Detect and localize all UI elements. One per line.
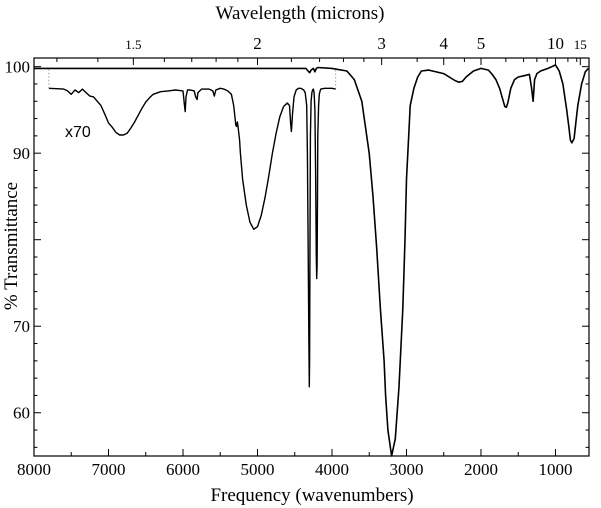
top-tick-label: 4 [439, 34, 448, 53]
x-tick-label: 4000 [315, 460, 349, 479]
x-tick-label: 3000 [389, 460, 423, 479]
magnified-spectrum-line [48, 87, 336, 388]
tick-marks [33, 58, 589, 456]
top-tick-label: 3 [377, 34, 386, 53]
main-spectrum-line [34, 64, 589, 457]
top-tick-label: 5 [477, 34, 486, 53]
x-tick-labels: 8000 7000 6000 5000 4000 3000 2000 1000 [17, 460, 572, 479]
series-layer [34, 64, 589, 457]
top-tick-label: 2 [253, 34, 262, 53]
x-tick-label: 8000 [17, 460, 51, 479]
y-tick-label: 70 [13, 317, 30, 336]
x-tick-label: 2000 [464, 460, 498, 479]
y-tick-labels: 60 70 90 100 [5, 58, 31, 423]
top-wavelength-tick-labels: 1.5 2 3 4 5 10 15 [125, 34, 587, 53]
x-tick-label: 1000 [538, 460, 572, 479]
magnification-annotation: x70 [65, 124, 91, 141]
x-tick-label: 5000 [240, 460, 274, 479]
y-tick-label: 90 [13, 144, 30, 163]
x-tick-label: 6000 [166, 460, 200, 479]
y-tick-label: 60 [13, 404, 30, 423]
top-tick-label: 1.5 [125, 37, 141, 52]
plot-frame [33, 57, 590, 457]
y-tick-label: 100 [5, 58, 31, 77]
top-axis-title: Wavelength (microns) [216, 3, 385, 24]
top-tick-label: 10 [547, 34, 564, 53]
x-tick-label: 7000 [91, 460, 125, 479]
x-axis-title: Frequency (wavenumbers) [210, 485, 413, 506]
top-tick-label: 15 [574, 37, 587, 52]
y-axis-title: % Transmittance [1, 182, 22, 310]
